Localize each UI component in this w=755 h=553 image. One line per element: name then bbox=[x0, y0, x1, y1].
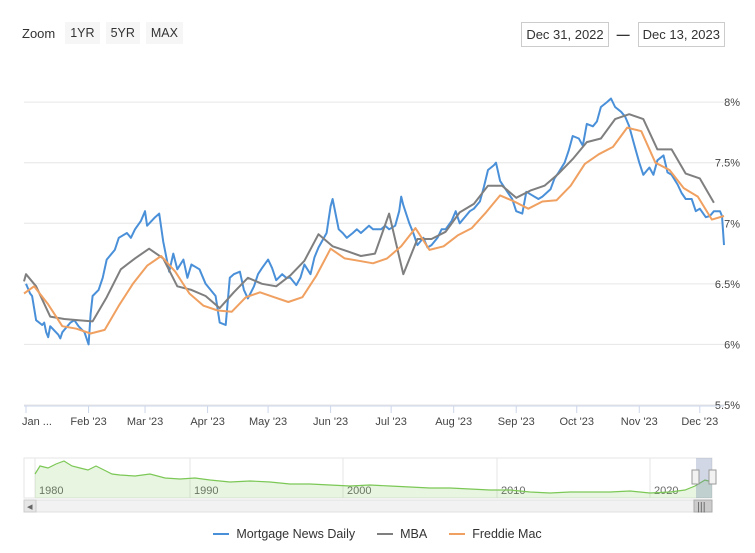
legend-item-mnd[interactable]: Mortgage News Daily bbox=[213, 527, 355, 541]
x-tick-label: May '23 bbox=[249, 416, 287, 428]
navigator-decade-label: 1980 bbox=[39, 485, 63, 497]
zoom-bar: Zoom 1YR 5YR MAX bbox=[22, 22, 183, 44]
navigator-area bbox=[35, 461, 712, 498]
x-tick-label: Feb '23 bbox=[70, 416, 106, 428]
x-tick-label: Sep '23 bbox=[498, 416, 535, 428]
legend-item-freddie[interactable]: Freddie Mac bbox=[449, 527, 542, 541]
y-tick-label: 7% bbox=[724, 218, 740, 230]
navigator-decade-label: 2020 bbox=[654, 485, 678, 497]
date-range: Dec 31, 2022 — Dec 13, 2023 bbox=[521, 22, 725, 47]
navigator-decade-label: 1990 bbox=[194, 485, 218, 497]
series-line-mnd bbox=[25, 97, 725, 346]
legend-label-mba: MBA bbox=[400, 527, 428, 541]
y-tick-label: 7.5% bbox=[715, 158, 740, 170]
series-line-mba bbox=[23, 113, 715, 323]
y-axis: 5.5% 6% 6.5% 7% 7.5% 8% bbox=[715, 97, 740, 412]
range-to-input[interactable]: Dec 13, 2023 bbox=[637, 22, 725, 47]
navigator-decade-label: 2010 bbox=[501, 485, 525, 497]
scrollbar-track bbox=[23, 499, 713, 513]
scrollbar-grip-icon: ||| bbox=[697, 501, 706, 513]
x-tick-label: Dec '23 bbox=[681, 416, 718, 428]
legend-swatch-freddie bbox=[449, 532, 466, 536]
navigator-handle-left[interactable] bbox=[691, 469, 700, 485]
scrollbar-left-button[interactable] bbox=[23, 499, 37, 513]
x-tick-label: Mar '23 bbox=[127, 416, 163, 428]
x-tick-label: Aug '23 bbox=[435, 416, 472, 428]
zoom-1yr-button[interactable]: 1YR bbox=[65, 22, 100, 44]
legend: Mortgage News Daily MBA Freddie Mac bbox=[0, 527, 755, 541]
navigator-decade-label: 2000 bbox=[347, 485, 371, 497]
x-tick-label: Apr '23 bbox=[190, 416, 225, 428]
zoom-5yr-button[interactable]: 5YR bbox=[105, 22, 140, 44]
rate-chart: 5.5% 6% 6.5% 7% 7.5% 8% Jan ... Feb '23 Mar '23… bbox=[22, 97, 740, 513]
x-tick-label: Nov '23 bbox=[621, 416, 658, 428]
zoom-max-button[interactable]: MAX bbox=[145, 22, 183, 44]
y-tick-label: 5.5% bbox=[715, 400, 740, 412]
zoom-label: Zoom bbox=[22, 25, 56, 41]
x-tick-label: Jul '23 bbox=[375, 416, 406, 428]
y-tick-label: 6% bbox=[724, 339, 740, 351]
legend-item-mba[interactable]: MBA bbox=[377, 527, 427, 541]
legend-label-freddie: Freddie Mac bbox=[472, 527, 542, 541]
legend-label-mnd: Mortgage News Daily bbox=[236, 527, 356, 541]
series-line-freddie bbox=[23, 126, 725, 335]
x-tick-label: Oct '23 bbox=[559, 416, 594, 428]
x-tick-label: Jan ... bbox=[22, 416, 52, 428]
y-tick-label: 8% bbox=[724, 97, 740, 109]
navigator-selection bbox=[696, 458, 712, 498]
x-tick-label: Jun '23 bbox=[313, 416, 348, 428]
series-lines bbox=[23, 97, 725, 346]
legend-swatch-mba bbox=[377, 532, 394, 536]
x-axis: Jan ... Feb '23 Mar '23 Apr '23 May '23 Jun '… bbox=[22, 405, 724, 428]
y-tick-label: 6.5% bbox=[715, 279, 740, 291]
navigator-line bbox=[34, 460, 713, 494]
grid-lines bbox=[24, 101, 724, 406]
navigator-handle-right[interactable] bbox=[708, 469, 717, 485]
scroll-left-icon: ◂ bbox=[27, 501, 33, 513]
scrollbar-thumb[interactable] bbox=[693, 499, 713, 513]
range-from-input[interactable]: Dec 31, 2022 bbox=[521, 22, 609, 47]
range-separator: — bbox=[616, 27, 630, 42]
legend-swatch-mnd bbox=[213, 532, 230, 536]
